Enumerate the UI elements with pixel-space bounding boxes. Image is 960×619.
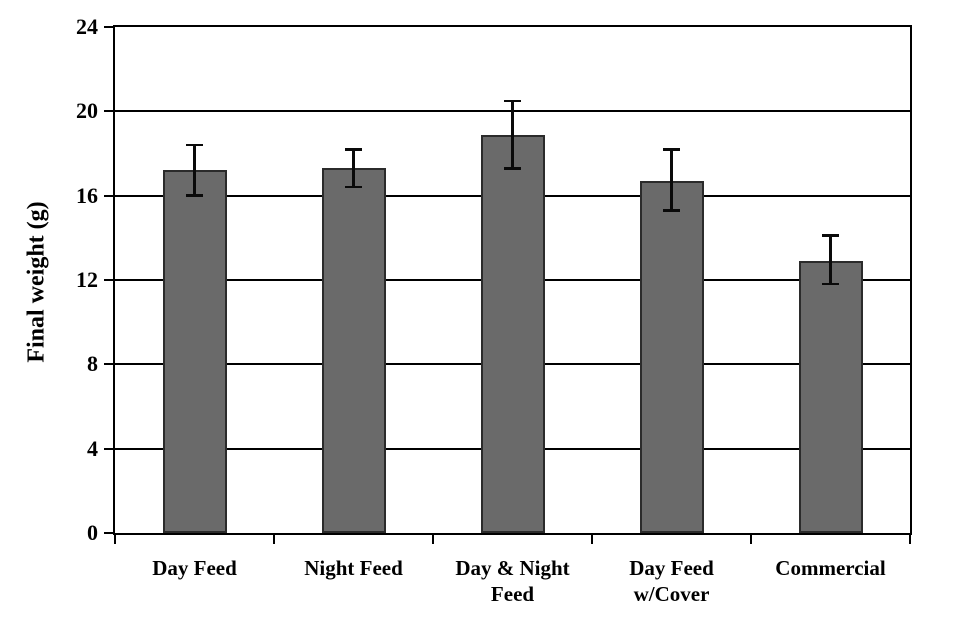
y-tick-12 [104,279,113,281]
y-tick-label-8: 8 [87,351,98,377]
error-bar-stem-3 [511,100,514,169]
y-tick-label-0: 0 [87,520,98,545]
plot-area [113,25,912,535]
error-bar-cap-bottom-3 [504,167,521,170]
x-tick-4 [750,533,752,544]
error-bar-cap-top-1 [186,143,203,147]
bar-2 [321,168,386,533]
y-tick-label-16: 16 [76,182,98,208]
error-bar-cap-top-4 [663,148,680,151]
error-bar-stem-5 [829,235,832,285]
y-tick-label-4: 4 [87,435,98,461]
y-tick-label-20: 20 [76,98,98,124]
x-tick-0 [114,533,116,544]
y-axis-title: Final weight (g) [23,201,50,363]
error-bar-cap-top-2 [345,148,362,151]
y-tick-label-24: 24 [76,14,98,39]
y-tick-label-12: 12 [76,267,98,292]
x-axis-label-4: Day Feed w/Cover [629,556,714,607]
bar-4 [639,180,704,533]
x-axis-label-5: Commercial [775,556,886,580]
error-bar-cap-top-5 [822,234,839,237]
error-bar-stem-1 [193,145,196,196]
x-tick-3 [591,533,593,544]
error-bar-cap-bottom-1 [186,194,203,197]
error-bar-cap-bottom-4 [663,209,680,212]
y-tick-16 [104,194,113,197]
y-tick-20 [104,110,113,113]
y-tick-24 [104,26,113,28]
error-bar-cap-top-3 [504,99,521,103]
y-tick-0 [104,532,113,534]
x-axis-label-3: Day & Night Feed [455,556,570,607]
y-tick-4 [104,447,113,450]
x-tick-5 [909,533,911,544]
error-bar-cap-bottom-5 [822,282,839,286]
error-bar-stem-4 [670,149,673,211]
y-tick-8 [104,363,113,366]
bar-5 [798,261,863,533]
error-bar-stem-2 [352,149,355,188]
bar-1 [162,170,227,533]
x-axis-label-2: Night Feed [304,556,403,580]
error-bar-cap-bottom-2 [345,185,362,189]
bar-3 [480,134,545,533]
x-tick-2 [432,533,434,544]
x-axis-label-1: Day Feed [152,556,237,580]
x-tick-1 [273,533,275,544]
